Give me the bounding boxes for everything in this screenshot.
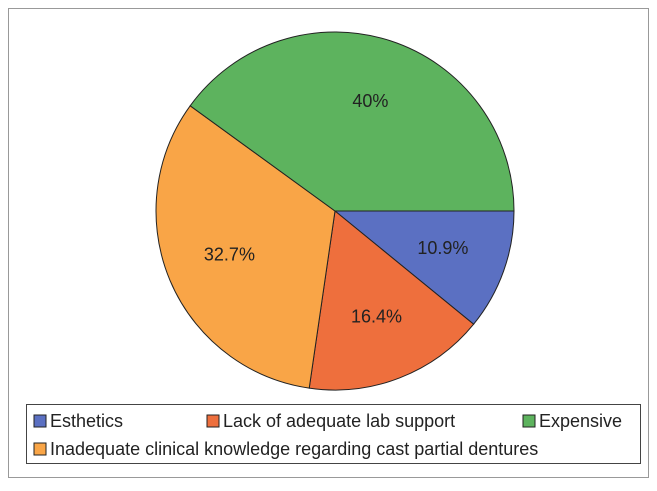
legend-swatch bbox=[33, 442, 47, 456]
pie-slice bbox=[333, 210, 515, 325]
pie-slice bbox=[155, 105, 336, 389]
legend-swatch bbox=[33, 414, 47, 428]
legend-label: Lack of adequate lab support bbox=[223, 411, 455, 431]
legend-swatch bbox=[206, 414, 220, 428]
legend-swatch bbox=[522, 414, 536, 428]
slice-label: 16.4% bbox=[351, 307, 402, 327]
legend-label: Esthetics bbox=[50, 411, 123, 431]
legend-box bbox=[26, 404, 641, 464]
legend-label: Inadequate clinical knowledge regarding … bbox=[50, 439, 538, 459]
pie-slice bbox=[189, 31, 515, 212]
pie-slice bbox=[308, 210, 475, 391]
slice-label: 40% bbox=[352, 91, 388, 111]
slice-label: 32.7% bbox=[204, 244, 255, 264]
slice-label: 10.9% bbox=[417, 238, 468, 258]
legend-label: Expensive bbox=[539, 411, 622, 431]
